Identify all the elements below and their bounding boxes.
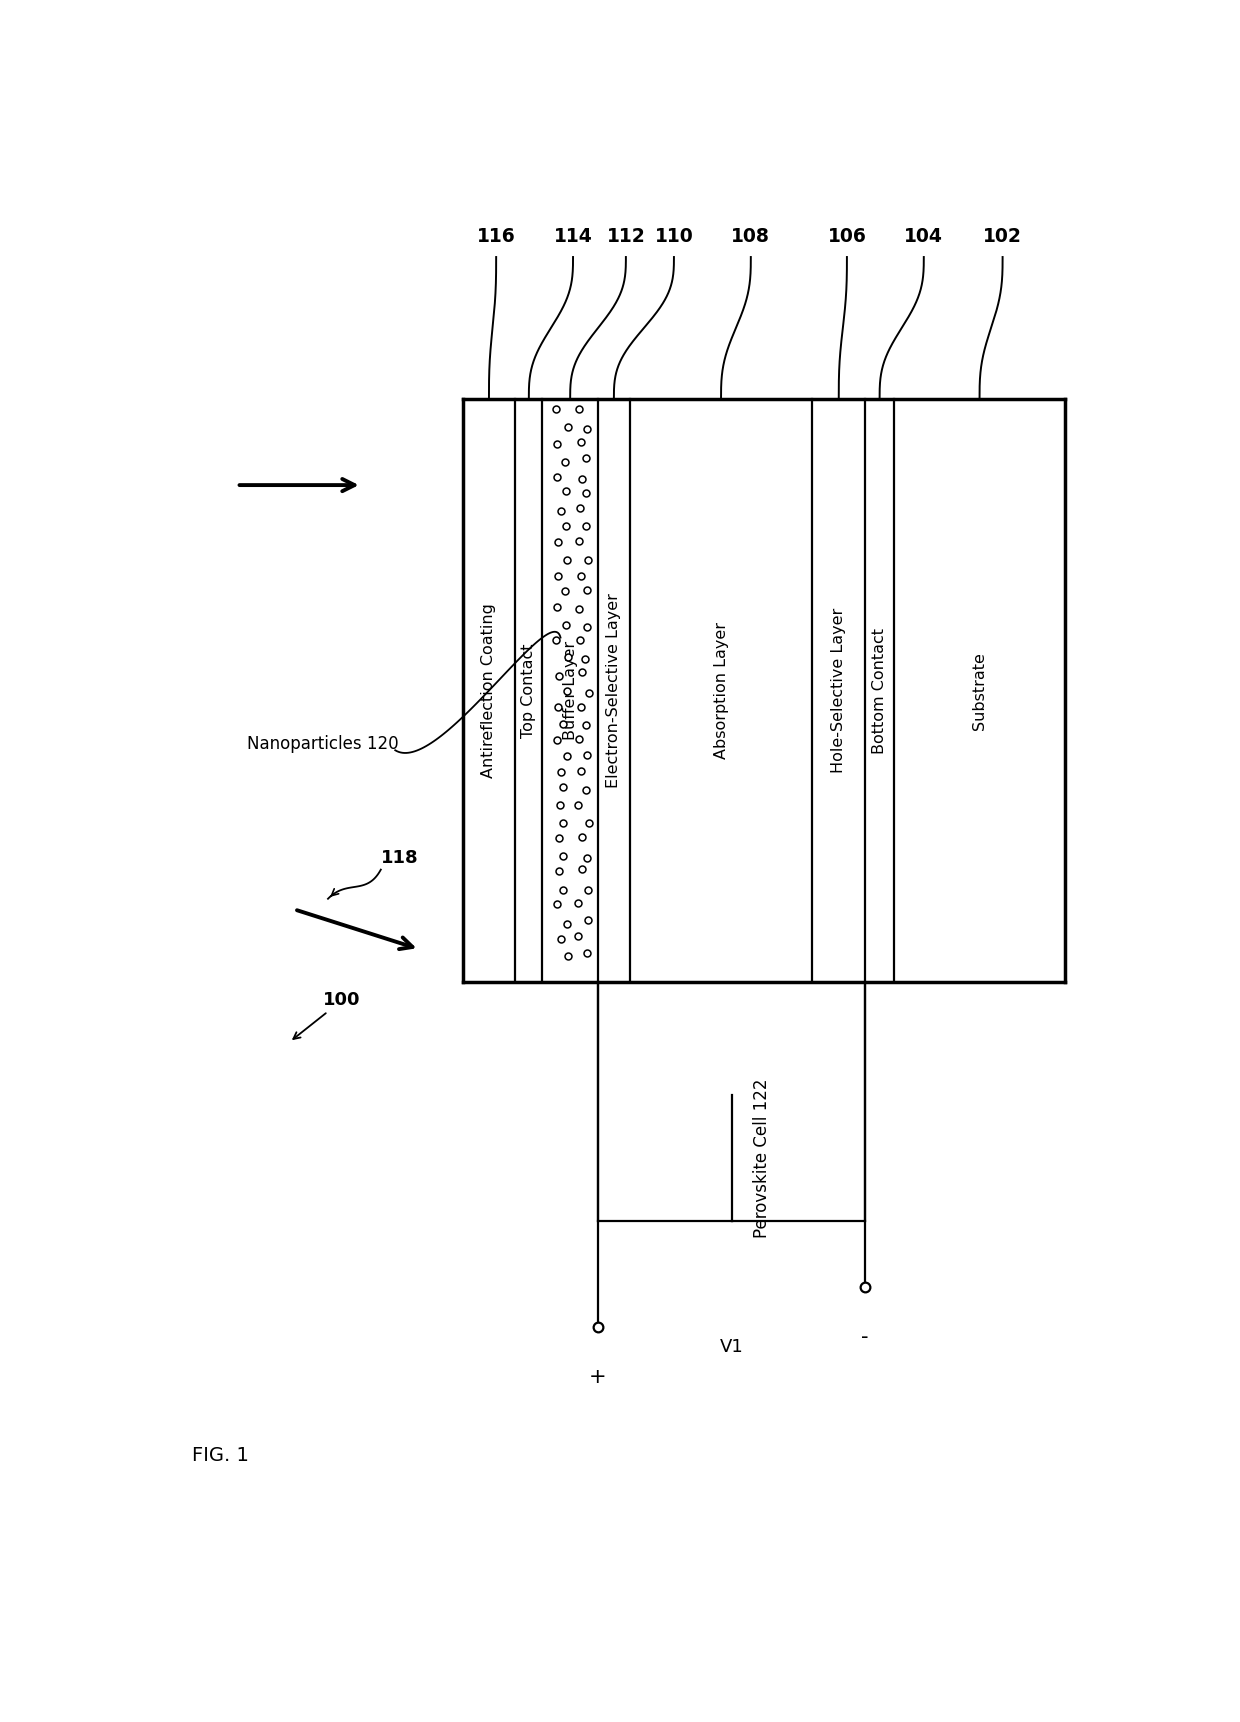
Text: 104: 104 [904, 227, 944, 246]
Text: Nanoparticles 120: Nanoparticles 120 [247, 735, 399, 753]
Text: 106: 106 [827, 227, 867, 246]
Text: Perovskite Cell 122: Perovskite Cell 122 [753, 1078, 771, 1238]
Text: 114: 114 [554, 227, 593, 246]
Text: Buffer Layer: Buffer Layer [563, 641, 578, 740]
Text: 102: 102 [983, 227, 1022, 246]
Text: Top Contact: Top Contact [521, 644, 537, 737]
Text: FIG. 1: FIG. 1 [191, 1446, 248, 1465]
Text: Antireflection Coating: Antireflection Coating [481, 603, 496, 778]
Text: -: - [862, 1328, 869, 1347]
Text: +: + [589, 1367, 606, 1386]
Text: 100: 100 [324, 990, 361, 1009]
Text: 108: 108 [732, 227, 770, 246]
Text: V1: V1 [719, 1338, 744, 1355]
Text: 116: 116 [476, 227, 516, 246]
Text: 118: 118 [381, 849, 418, 866]
Text: 112: 112 [606, 227, 645, 246]
Text: Absorption Layer: Absorption Layer [713, 622, 729, 759]
Text: Electron-Selective Layer: Electron-Selective Layer [606, 592, 621, 789]
Text: Substrate: Substrate [972, 651, 987, 730]
Text: Bottom Contact: Bottom Contact [872, 627, 887, 754]
Text: Hole-Selective Layer: Hole-Selective Layer [831, 608, 846, 773]
Text: 110: 110 [655, 227, 693, 246]
